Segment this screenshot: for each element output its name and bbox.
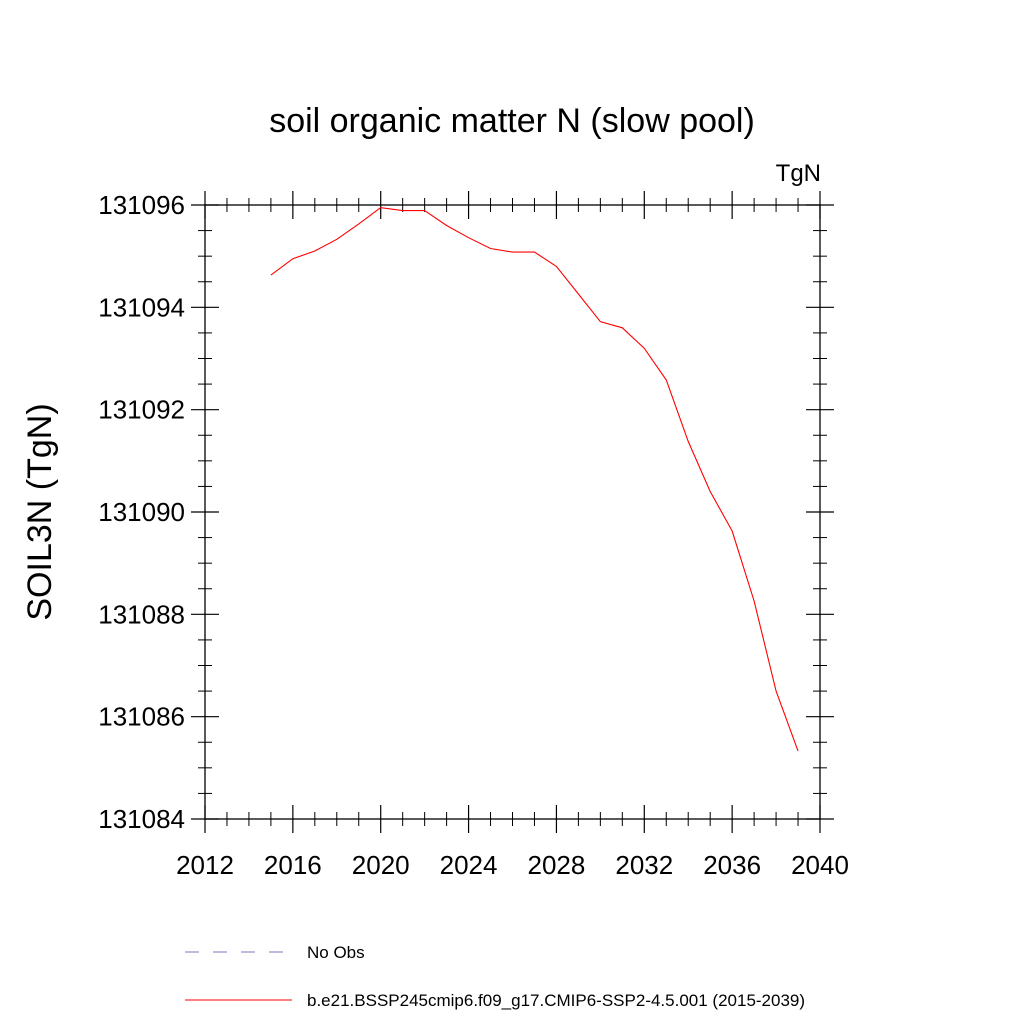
y-tick-label: 131096 (98, 190, 185, 220)
minor-ticks (198, 198, 827, 826)
y-tick-label: 131090 (98, 497, 185, 527)
y-tick-label: 131094 (98, 292, 185, 322)
x-tick-label: 2012 (176, 850, 234, 880)
y-tick-label: 131084 (98, 804, 185, 834)
legend-label-model-run: b.e21.BSSP245cmip6.f09_g17.CMIP6-SSP2-4.… (307, 991, 805, 1010)
y-tick-label: 131086 (98, 702, 185, 732)
x-tick-label: 2028 (528, 850, 586, 880)
x-tick-label: 2032 (615, 850, 673, 880)
y-tick-label: 131092 (98, 395, 185, 425)
x-tick-label: 2024 (440, 850, 498, 880)
major-ticks (191, 191, 834, 833)
x-tick-label: 2020 (352, 850, 410, 880)
legend-label-no-obs: No Obs (307, 943, 365, 962)
plot-frame (204, 204, 821, 820)
x-tick-label: 2016 (264, 850, 322, 880)
legend: No Obs b.e21.BSSP245cmip6.f09_g17.CMIP6-… (185, 943, 805, 1010)
x-tick-label: 2040 (791, 850, 849, 880)
y-tick-labels: 131084 131086 131088 131090 131092 131094 1310… (98, 190, 185, 834)
series-line-0 (270, 207, 799, 752)
series-layer (270, 207, 799, 752)
y-tick-label: 131088 (98, 599, 185, 629)
x-tick-labels: 2012 2016 2020 2024 2028 2032 2036 2040 (176, 850, 849, 880)
chart-title: soil organic matter N (slow pool) (269, 102, 755, 140)
x-tick-label: 2036 (703, 850, 761, 880)
y-axis-label: SOIL3N (TgN) (21, 403, 59, 620)
units-label: TgN (776, 160, 821, 187)
